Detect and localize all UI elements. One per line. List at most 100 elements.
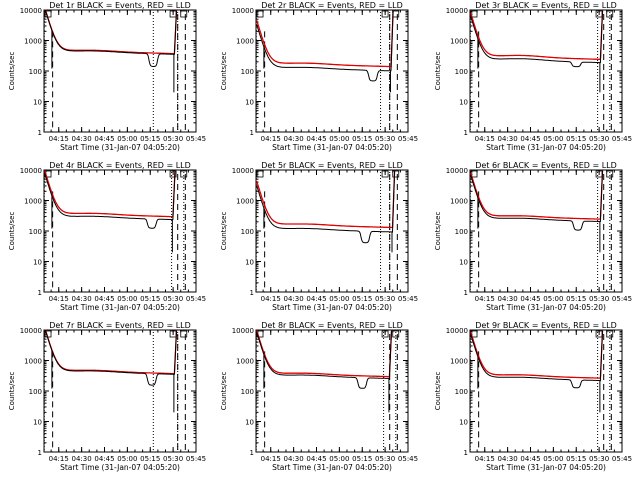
flag-box bbox=[180, 170, 188, 178]
x-tick-label: 05:00 bbox=[117, 455, 137, 463]
y-tick-label: 100 bbox=[241, 68, 254, 76]
y-tick-label: 1 bbox=[250, 129, 254, 137]
panel-6: Det 6r BLACK = Events, RED = LLD 1 10 100 10… bbox=[434, 161, 632, 312]
y-tick-label: 100 bbox=[455, 68, 468, 76]
y-tick-label: 1 bbox=[464, 449, 468, 457]
y-tick-label: 100 bbox=[29, 228, 42, 236]
x-axis-label: Start Time (31-Jan-07 04:05:20) bbox=[60, 143, 180, 152]
y-axis-label: Counts/sec bbox=[434, 372, 442, 411]
x-tick-label: 05:45 bbox=[398, 295, 418, 303]
x-tick-label: 04:15 bbox=[49, 135, 69, 143]
plot-frame bbox=[43, 169, 197, 293]
x-tick-label: 04:15 bbox=[475, 455, 495, 463]
y-tick-label: 100 bbox=[241, 388, 254, 396]
y-axis-label: Counts/sec bbox=[8, 212, 16, 251]
x-axis-label: Start Time (31-Jan-07 04:05:20) bbox=[272, 143, 392, 152]
x-tick-label: 05:45 bbox=[186, 455, 206, 463]
x-tick-label: 05:00 bbox=[543, 295, 563, 303]
flag-box bbox=[180, 10, 188, 18]
lld-series-line bbox=[256, 330, 393, 378]
flag-box bbox=[381, 10, 389, 18]
flag-box bbox=[606, 170, 614, 178]
x-tick-label: 04:30 bbox=[498, 295, 518, 303]
y-tick-label: 10 bbox=[459, 259, 468, 267]
x-axis-label: Start Time (31-Jan-07 04:05:20) bbox=[486, 303, 606, 312]
x-tick-label: 04:30 bbox=[284, 135, 304, 143]
x-tick-label: 05:45 bbox=[612, 295, 632, 303]
events-series-line bbox=[44, 170, 176, 229]
x-tick-label: 05:15 bbox=[140, 455, 160, 463]
x-tick-label: 05:45 bbox=[612, 135, 632, 143]
lld-series-line bbox=[44, 329, 178, 375]
x-tick-label: 05:00 bbox=[117, 135, 137, 143]
x-tick-label: 05:30 bbox=[163, 135, 183, 143]
flag-box bbox=[392, 170, 400, 178]
y-tick-label: 1000 bbox=[236, 38, 254, 46]
y-tick-label: 1 bbox=[38, 129, 42, 137]
panel-title: Det 2r BLACK = Events, RED = LLD bbox=[261, 1, 403, 10]
x-axis-label: Start Time (31-Jan-07 04:05:20) bbox=[272, 463, 392, 472]
y-tick-label: 10 bbox=[245, 99, 254, 107]
plot-frame bbox=[255, 329, 409, 453]
x-axis-label: Start Time (31-Jan-07 04:05:20) bbox=[60, 303, 180, 312]
y-tick-label: 1000 bbox=[24, 198, 42, 206]
y-axis-label: Counts/sec bbox=[220, 52, 228, 91]
x-tick-label: 05:00 bbox=[329, 295, 349, 303]
x-tick-label: 04:30 bbox=[284, 455, 304, 463]
lld-series-line bbox=[470, 10, 604, 60]
x-tick-label: 04:45 bbox=[306, 295, 326, 303]
events-series-line bbox=[256, 10, 394, 82]
events-series-line bbox=[44, 329, 177, 386]
x-tick-label: 04:30 bbox=[72, 295, 92, 303]
flag-box bbox=[381, 170, 389, 178]
x-tick-label: 04:15 bbox=[49, 455, 69, 463]
y-tick-label: 1000 bbox=[450, 198, 468, 206]
x-tick-label: 05:45 bbox=[398, 455, 418, 463]
x-tick-label: 05:30 bbox=[163, 455, 183, 463]
flag-box bbox=[606, 10, 614, 18]
flag-box bbox=[169, 170, 177, 178]
y-tick-label: 10 bbox=[459, 99, 468, 107]
flag-box bbox=[180, 330, 188, 338]
panel-1: Det 1r BLACK = Events, RED = LLD 1 10 100 10… bbox=[8, 1, 206, 152]
y-tick-label: 1 bbox=[38, 449, 42, 457]
x-tick-label: 04:15 bbox=[475, 295, 495, 303]
y-tick-label: 1 bbox=[250, 449, 254, 457]
x-tick-label: 04:45 bbox=[306, 135, 326, 143]
plot-frame bbox=[469, 329, 623, 453]
y-axis-label: Counts/sec bbox=[8, 372, 16, 411]
x-tick-label: 05:15 bbox=[566, 135, 586, 143]
x-tick-label: 05:15 bbox=[352, 455, 372, 463]
y-tick-label: 1 bbox=[250, 289, 254, 297]
y-axis-label: Counts/sec bbox=[434, 52, 442, 91]
y-tick-label: 10000 bbox=[20, 7, 42, 15]
x-tick-label: 04:45 bbox=[94, 295, 114, 303]
plot-frame bbox=[43, 329, 197, 453]
x-tick-label: 05:15 bbox=[566, 295, 586, 303]
y-axis-label: Counts/sec bbox=[8, 52, 16, 91]
x-tick-label: 04:45 bbox=[520, 135, 540, 143]
x-tick-label: 04:30 bbox=[72, 455, 92, 463]
panel-title: Det 1r BLACK = Events, RED = LLD bbox=[49, 1, 191, 10]
x-tick-label: 05:30 bbox=[375, 135, 395, 143]
y-tick-label: 10 bbox=[33, 99, 42, 107]
x-tick-label: 04:45 bbox=[520, 295, 540, 303]
y-tick-label: 10000 bbox=[232, 7, 254, 15]
y-tick-label: 1 bbox=[464, 289, 468, 297]
panel-8: Det 8r BLACK = Events, RED = LLD 1 10 100 10… bbox=[220, 321, 418, 472]
x-tick-label: 04:15 bbox=[261, 295, 281, 303]
y-tick-label: 10000 bbox=[232, 167, 254, 175]
y-tick-label: 1000 bbox=[450, 358, 468, 366]
panel-title: Det 4r BLACK = Events, RED = LLD bbox=[49, 161, 191, 170]
y-tick-label: 10 bbox=[245, 259, 254, 267]
y-tick-label: 100 bbox=[29, 68, 42, 76]
x-tick-label: 05:15 bbox=[352, 295, 372, 303]
plot-frame bbox=[43, 9, 197, 133]
x-tick-label: 05:45 bbox=[612, 455, 632, 463]
y-tick-label: 10000 bbox=[446, 327, 468, 335]
x-tick-label: 05:15 bbox=[140, 135, 160, 143]
x-tick-label: 04:45 bbox=[306, 455, 326, 463]
x-tick-label: 05:45 bbox=[398, 135, 418, 143]
y-tick-label: 100 bbox=[455, 228, 468, 236]
flag-box bbox=[256, 170, 264, 178]
